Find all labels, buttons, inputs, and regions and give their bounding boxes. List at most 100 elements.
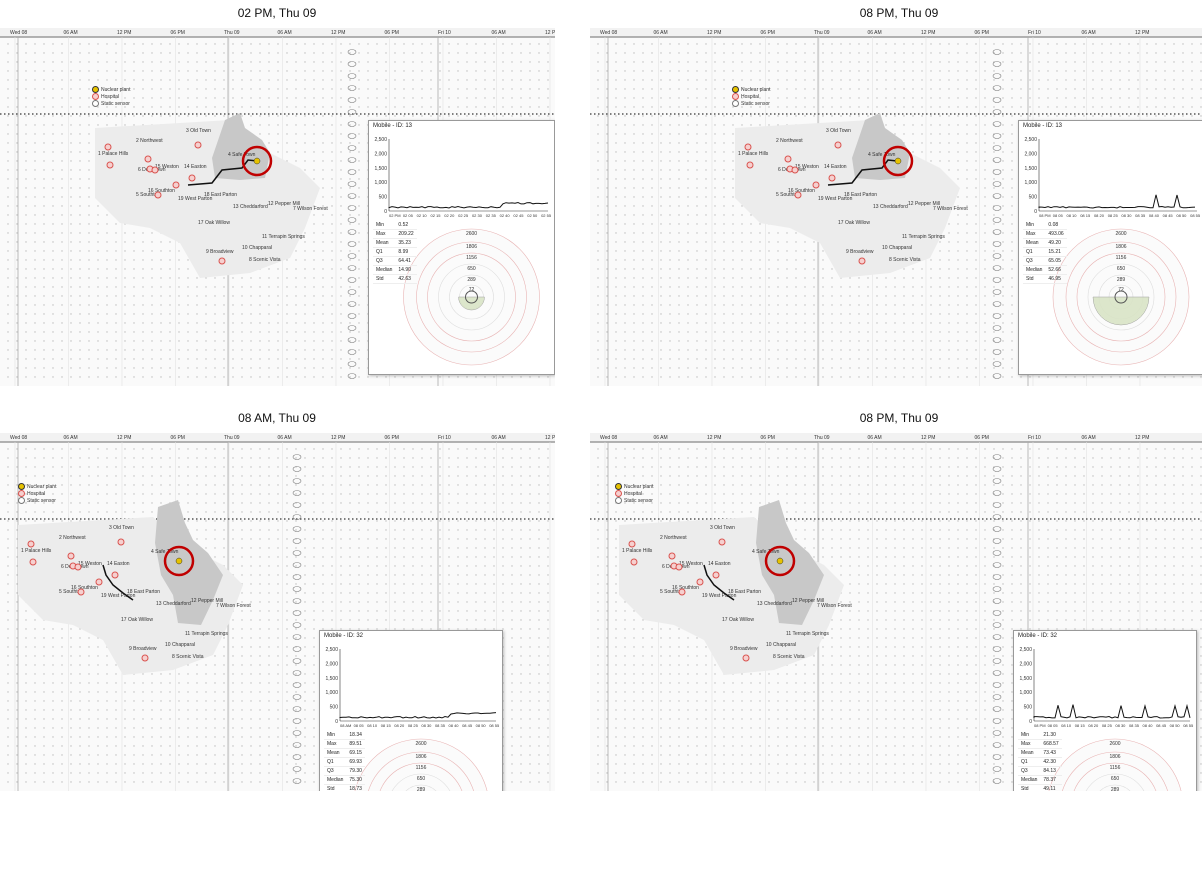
stats-row: Min 18.34 bbox=[324, 731, 365, 740]
town-label: 16 Southton bbox=[672, 585, 699, 591]
town-label: 14 Easton bbox=[107, 561, 130, 567]
map-panel-4[interactable]: Wed 08 06 AM 12 PM 06 PM Thu 09 06 AM 12 PM 06 … bbox=[590, 433, 1202, 791]
hospital-icon[interactable] bbox=[631, 559, 637, 565]
hospital-icon[interactable] bbox=[792, 167, 798, 173]
hospital-icon[interactable] bbox=[152, 167, 158, 173]
time-axis-label: Fri 10 bbox=[438, 435, 451, 441]
stat-value: 52.66 bbox=[1045, 266, 1066, 275]
x-tick-label: 08 30 bbox=[1121, 213, 1132, 218]
map-panel-2[interactable]: Wed 08 06 AM 12 PM 06 PM Thu 09 06 AM 12 PM 06 … bbox=[590, 28, 1202, 386]
stats-row: Q1 15.21 bbox=[1023, 248, 1067, 257]
time-axis-label: 06 PM bbox=[385, 30, 399, 36]
stat-label: Mean bbox=[1023, 239, 1045, 248]
hospital-icon[interactable] bbox=[145, 156, 151, 162]
popup-title: Mobile - ID: 32 bbox=[320, 631, 502, 641]
hospital-icon[interactable] bbox=[118, 539, 124, 545]
time-axis-label: Thu 09 bbox=[224, 30, 240, 36]
panel-title-3: 08 AM, Thu 09 bbox=[127, 411, 427, 425]
hospital-icon[interactable] bbox=[96, 579, 102, 585]
stats-row: Q3 65.05 bbox=[1023, 257, 1067, 266]
nuclear-plant-icon bbox=[732, 86, 739, 93]
mobile-sensor-popup[interactable]: Mobile - ID: 32 2,500 2,000 1,500 1,000 500 0 0… bbox=[319, 630, 503, 791]
hospital-icon[interactable] bbox=[785, 156, 791, 162]
hospital-icon[interactable] bbox=[195, 142, 201, 148]
stat-value: 209.22 bbox=[395, 230, 416, 239]
hospital-icon bbox=[732, 93, 739, 100]
mobile-sensor-popup[interactable]: Mobile - ID: 32 2,500 2,000 1,500 1,000 500 0 0… bbox=[1013, 630, 1197, 791]
map-panel-3[interactable]: Wed 08 06 AM 12 PM 06 PM Thu 09 06 AM 12 PM 06 … bbox=[0, 433, 555, 791]
hospital-icon[interactable] bbox=[835, 142, 841, 148]
nuclear-plant-icon bbox=[176, 558, 182, 564]
hospital-icon[interactable] bbox=[859, 258, 865, 264]
time-axis-label: Wed 08 bbox=[10, 30, 27, 36]
hospital-icon[interactable] bbox=[669, 553, 675, 559]
legend-label: Hospital bbox=[741, 94, 759, 100]
hospital-icon[interactable] bbox=[745, 144, 751, 150]
hospital-icon[interactable] bbox=[219, 258, 225, 264]
town-label: 3 Old Town bbox=[186, 128, 211, 134]
hospital-icon[interactable] bbox=[30, 559, 36, 565]
hospital-icon[interactable] bbox=[743, 655, 749, 661]
hospital-icon[interactable] bbox=[173, 182, 179, 188]
map-legend: Nuclear plant Hospital Static sensor bbox=[732, 86, 770, 107]
hospital-icon[interactable] bbox=[679, 589, 685, 595]
stat-label: Median bbox=[324, 776, 346, 785]
time-axis-label: 06 PM bbox=[385, 435, 399, 441]
hospital-icon[interactable] bbox=[68, 553, 74, 559]
hospital-icon[interactable] bbox=[142, 655, 148, 661]
stats-row: Max 209.22 bbox=[373, 230, 417, 239]
hospital-icon[interactable] bbox=[697, 579, 703, 585]
stat-label: Median bbox=[373, 266, 395, 275]
stats-row: Q3 84.13 bbox=[1018, 767, 1062, 776]
time-axis-label: Fri 10 bbox=[438, 30, 451, 36]
hospital-icon[interactable] bbox=[105, 144, 111, 150]
stat-label: Mean bbox=[1018, 749, 1040, 758]
hospital-icon[interactable] bbox=[189, 175, 195, 181]
hospital-icon[interactable] bbox=[813, 182, 819, 188]
hospital-icon[interactable] bbox=[747, 162, 753, 168]
town-label: 11 Terrapin Springs bbox=[185, 631, 228, 637]
hospital-icon[interactable] bbox=[78, 589, 84, 595]
time-axis-label: Fri 10 bbox=[1028, 435, 1041, 441]
ring-label: 72 bbox=[1118, 287, 1124, 293]
time-axis-label: 06 PM bbox=[761, 30, 775, 36]
town-label: 4 Safe Town bbox=[752, 549, 780, 555]
stats-table: Min 0.52 Max 209.22 Mean 35.23 Q1 8.99 Q3 64.41 Me… bbox=[373, 221, 417, 284]
hospital-icon[interactable] bbox=[713, 572, 719, 578]
hospital-icon[interactable] bbox=[155, 192, 161, 198]
time-axis-label: 12 PM bbox=[921, 30, 935, 36]
stats-row: Min 0.08 bbox=[1023, 221, 1067, 230]
mobile-sensor-popup[interactable]: Mobile - ID: 13 2,500 2,000 1,500 1,000 500 0 0… bbox=[368, 120, 555, 375]
hospital-icon[interactable] bbox=[629, 541, 635, 547]
hospital-icon[interactable] bbox=[795, 192, 801, 198]
mobile-sensor-popup[interactable]: Mobile - ID: 13 2,500 2,000 1,500 1,000 500 0 0… bbox=[1018, 120, 1202, 375]
y-tick-label: 2,000 bbox=[325, 661, 338, 667]
town-label: 18 East Parton bbox=[204, 192, 237, 198]
town-label: 8 Scenic Vista bbox=[773, 654, 805, 660]
town-label: 13 Cheddarford bbox=[873, 204, 908, 210]
hospital-icon[interactable] bbox=[676, 564, 682, 570]
town-label: 3 Old Town bbox=[826, 128, 851, 134]
x-tick-label: 08 20 bbox=[1088, 723, 1099, 728]
town-label: 14 Easton bbox=[184, 164, 207, 170]
town-label: 16 Southton bbox=[148, 188, 175, 194]
stat-value: 65.05 bbox=[1045, 257, 1066, 266]
x-tick-label: 08 35 bbox=[1135, 213, 1146, 218]
hospital-icon[interactable] bbox=[719, 539, 725, 545]
stat-label: Median bbox=[1023, 266, 1045, 275]
map-panel-1[interactable]: Wed 08 06 AM 12 PM 06 PM Thu 09 06 AM 12 PM 06 … bbox=[0, 28, 555, 386]
town-label: 17 Oak Willow bbox=[121, 617, 153, 623]
hospital-icon[interactable] bbox=[28, 541, 34, 547]
hospital-icon[interactable] bbox=[75, 564, 81, 570]
time-axis-label: 06 AM bbox=[278, 435, 292, 441]
town-label: 16 Southton bbox=[788, 188, 815, 194]
ring-label: 2600 bbox=[466, 231, 477, 237]
hospital-icon[interactable] bbox=[112, 572, 118, 578]
y-tick-label: 1,500 bbox=[1024, 166, 1037, 172]
time-axis-label: 06 PM bbox=[171, 30, 185, 36]
stat-label: Max bbox=[373, 230, 395, 239]
x-tick-label: 08 55 bbox=[1190, 213, 1201, 218]
stat-label: Median bbox=[1018, 776, 1040, 785]
hospital-icon[interactable] bbox=[829, 175, 835, 181]
hospital-icon[interactable] bbox=[107, 162, 113, 168]
